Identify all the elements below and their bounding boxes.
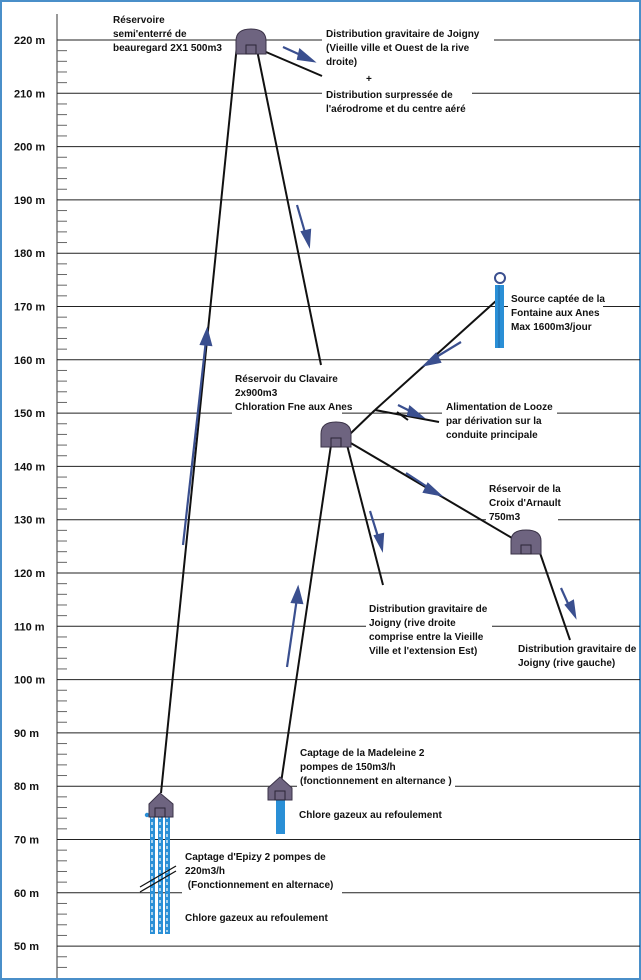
pipe-clavaire-junction [349,409,376,435]
rive_droite-line: Ville et l'extension Est) [369,646,477,657]
label-chlore-madeleine: Chlore gazeux au refoulement [299,810,442,821]
clavaire-line: 2x900m3 [235,388,278,399]
aerodrome-line: l'aérodrome et du centre aéré [326,104,466,115]
croix-line: Croix d'Arnault [489,498,561,509]
wells-epizy [139,812,177,934]
rive_droite-line: Distribution gravitaire de [369,604,488,615]
flow-arrows [181,45,577,668]
madeleine-line: (fonctionnement en alternance ) [300,776,452,787]
arrow-rive-gauche [559,587,577,620]
altitude-tick-label: 60 m [14,888,39,900]
label-backgrounds [182,26,637,924]
pump-station-madeleine [267,776,293,801]
pipe-beauregard-clavaire [255,44,322,366]
altitude-tick-label: 150 m [14,408,45,420]
altitude-tick-label: 90 m [14,728,39,740]
beauregard-line: beauregard 2X1 500m3 [113,43,222,54]
rive_gauche-line: Distribution gravitaire de [518,644,637,655]
label-clavaire: Réservoir du Clavaire 2x900m3 Chloration F… [235,374,353,413]
pipe-croix-rive-gauche [539,552,571,641]
pipe-epizy-beauregard [160,44,238,794]
altitude-tick-label: 210 m [14,88,45,100]
reservoir-croix [510,529,542,555]
arrow-looze [397,404,426,419]
aerodrome-line: Distribution surpressée de [326,90,453,101]
altitude-tick-label: 170 m [14,302,45,314]
croix-line: 750m3 [489,512,521,523]
croix-line: Réservoir de la [489,484,561,495]
arrow-source-down [421,341,462,367]
reservoir-clavaire [320,421,352,448]
source-line: Source captée de la [511,294,605,305]
altitude-tick-label: 160 m [14,355,45,367]
arrow-up-madeleine [285,584,304,668]
altitude-tick-label: 130 m [14,515,45,527]
looze-line: par dérivation sur la [446,416,542,427]
rive_droite-line: Joigny (rive droite [369,618,456,629]
madeleine-line: pompes de 150m3/h [300,762,396,773]
label-epizy: Captage d'Epizy 2 pompes de 220m3/h (Fonc… [185,852,333,891]
beauregard-line: semi'enterré de [113,29,187,40]
looze-line: Alimentation de Looze [446,402,553,413]
epizy-line: Captage d'Epizy 2 pompes de [185,852,326,863]
altitude-tick-label: 200 m [14,142,45,154]
pipe-clavaire-rive-droite [345,440,384,586]
altitude-tick-label: 120 m [14,568,45,580]
joigny_top-line: droite) [326,57,357,68]
arrow-beauregard-right [282,45,317,63]
pump-station-epizy [148,792,174,818]
label-distribution-joigny-top: Distribution gravitaire de Joigny (Vieill… [326,29,480,68]
altitude-tick-labels: 220 m 210 m 200 m 190 m 180 m 170 m 160 m 150 m… [14,35,45,953]
joigny_top-line: Distribution gravitaire de Joigny [326,29,480,40]
altitude-tick-label: 180 m [14,248,45,260]
arrow-down-clavaire [295,204,312,249]
looze-line: conduite principale [446,430,538,441]
beauregard-line: Réservoire [113,15,165,26]
label-plus: + [366,74,372,85]
madeleine-line: Captage de la Madeleine 2 [300,748,425,759]
rive_droite-line: comprise entre la Vieille [369,632,484,643]
altitude-tick-label: 110 m [14,621,45,633]
pipe-looze [374,409,440,423]
source-line: Max 1600m3/jour [511,322,592,333]
arrow-croix [405,472,444,497]
reservoir-beauregard [235,28,267,55]
epizy-line: (Fonctionnement en alternace) [185,880,333,891]
label-beauregard: Réservoire semi'enterré de beauregard 2X1 … [113,15,222,54]
altitude-tick-label: 220 m [14,35,45,47]
epizy-line: 220m3/h [185,866,225,877]
pipe-beauregard-distribution [265,51,323,77]
clavaire-line: Réservoir du Clavaire [235,374,338,385]
label-rive-gauche: Distribution gravitaire de Joigny (rive g… [518,644,637,669]
altitude-tick-label: 100 m [14,675,45,687]
source-fontaine [494,272,506,348]
label-aerodrome: Distribution surpressée de l'aérodrome et… [326,90,466,115]
arrow-up-epizy [181,326,213,546]
arrow-rive-droite [368,510,385,553]
clavaire-line: Chloration Fne aux Anes [235,402,353,413]
label-rive-droite: Distribution gravitaire de Joigny (rive d… [369,604,488,657]
minor-ticks [57,50,67,968]
altitude-tick-label: 190 m [14,195,45,207]
label-looze: Alimentation de Looze par dérivation sur … [446,402,553,441]
source-line: Fontaine aux Anes [511,308,600,319]
label-chlore-epizy: Chlore gazeux au refoulement [185,913,328,924]
label-source-fontaine: Source captée de la Fontaine aux Anes Max … [511,294,605,333]
well-madeleine [276,798,285,834]
pipe-madeleine-clavaire [280,444,332,784]
altitude-tick-label: 70 m [14,835,39,847]
label-croix-arnault: Réservoir de la Croix d'Arnault 750m3 [489,484,561,523]
altitude-tick-label: 140 m [14,461,45,473]
altitude-tick-label: 80 m [14,781,39,793]
altitude-tick-label: 50 m [14,941,39,953]
label-madeleine: Captage de la Madeleine 2 pompes de 150m3… [300,748,452,787]
reservoirs [148,28,542,818]
rive_gauche-line: Joigny (rive gauche) [518,658,615,669]
joigny_top-line: (Vieille ville et Ouest de la rive [326,43,470,54]
